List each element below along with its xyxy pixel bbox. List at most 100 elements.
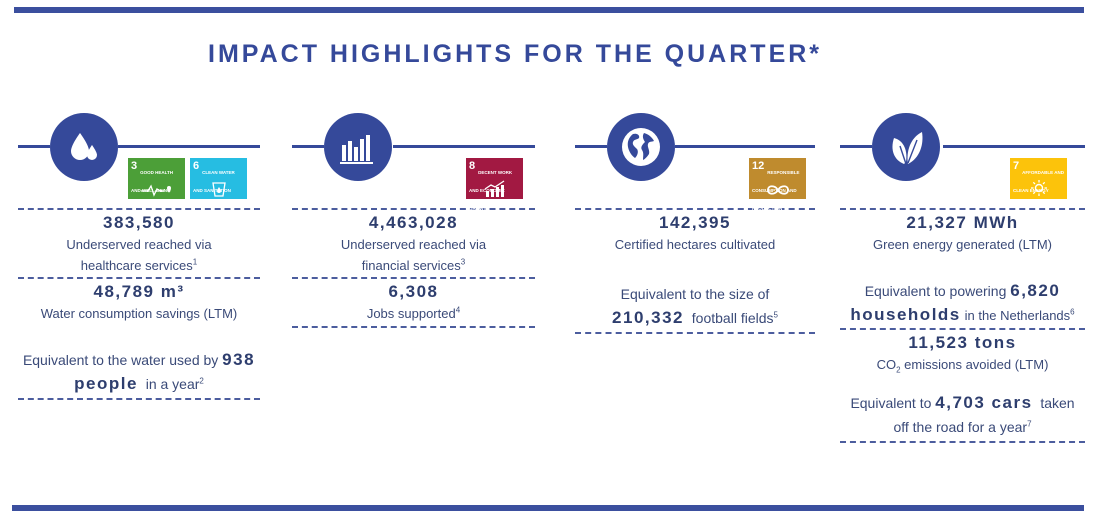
stat-value: 4,463,028 — [368, 213, 459, 232]
equivalence-line: Equivalent to the size of — [620, 286, 770, 302]
sdg-badges: 12 RESPONSIBLE CONSUMPTION AND PRODUCTIO… — [749, 158, 806, 211]
sdg-badges: 3 GOOD HEALTH AND WELL-BEING 6 CLEAN WAT… — [128, 158, 247, 199]
text: in a year — [145, 376, 200, 392]
header-rule — [840, 145, 872, 148]
top-border-bar — [14, 7, 1084, 13]
divider — [575, 332, 815, 334]
divider — [292, 326, 535, 328]
text: healthcare services — [80, 258, 193, 273]
header-rule — [675, 145, 815, 148]
equivalence-line: Equivalent to 4,703 cars taken — [840, 391, 1085, 415]
equivalence-text: Equivalent to the size of 210,332 footba… — [575, 282, 815, 330]
stat-description-line: financial services3 — [292, 255, 535, 276]
equivalence-line: Equivalent to powering 6,820 — [840, 279, 1085, 303]
equivalence-line: people in a year2 — [18, 372, 260, 396]
highlight-value: 938 — [222, 350, 256, 369]
infinity-icon — [749, 183, 806, 197]
sdg-number: 3 — [131, 160, 138, 172]
text: emissions avoided (LTM) — [904, 357, 1049, 372]
divider — [18, 277, 260, 279]
stat-value: 6,308 — [388, 282, 439, 301]
stat-value: 48,789 m³ — [93, 282, 185, 301]
bar-chart-icon — [324, 113, 392, 181]
footnote-marker: 5 — [773, 310, 778, 320]
text: Equivalent to powering — [864, 283, 1007, 299]
footnote-marker: 4 — [455, 305, 461, 315]
sdg-7-badge: 7 AFFORDABLE AND CLEAN ENERGY — [1010, 158, 1067, 199]
equivalence-line: households in the Netherlands6 — [840, 303, 1085, 328]
stat-description-line: Underserved reached via — [66, 237, 212, 252]
sdg-8-badge: 8 DECENT WORK AND ECONOMIC GROWTH — [466, 158, 523, 211]
equivalence-line: 210,332 football fields5 — [575, 306, 815, 330]
column-header: 8 DECENT WORK AND ECONOMIC GROWTH — [292, 108, 535, 211]
footnote-marker: 2 — [199, 376, 204, 386]
stat-value: 383,580 — [103, 213, 175, 232]
sdg-name: GOOD HEALTH AND WELL-BEING — [131, 170, 174, 193]
highlight-value: households — [850, 305, 961, 324]
equivalence-text: Equivalent to powering 6,820 households … — [840, 279, 1085, 328]
water-drop-icon — [50, 113, 118, 181]
sdg-badges: 7 AFFORDABLE AND CLEAN ENERGY — [1010, 158, 1067, 199]
sdg-3-badge: 3 GOOD HEALTH AND WELL-BEING — [128, 158, 185, 199]
stat-description: Water consumption savings (LTM) — [40, 306, 238, 321]
water-glass-icon — [190, 181, 247, 197]
column-health-water: 3 GOOD HEALTH AND WELL-BEING 6 CLEAN WAT… — [18, 108, 260, 400]
header-rule — [292, 145, 324, 148]
column-header: 7 AFFORDABLE AND CLEAN ENERGY — [840, 108, 1085, 208]
sdg-number: 12 — [752, 160, 765, 172]
stat-description: Green energy generated (LTM) — [873, 237, 1052, 252]
footnote-marker: 1 — [192, 257, 198, 267]
divider — [840, 328, 1085, 330]
column-energy: 7 AFFORDABLE AND CLEAN ENERGY 21,327 MWh… — [840, 108, 1085, 443]
heartbeat-icon — [128, 183, 185, 197]
sdg-6-badge: 6 CLEAN WATER AND SANITATION — [190, 158, 247, 199]
header-rule — [118, 145, 260, 148]
stat-value: 11,523 tons — [908, 333, 1017, 352]
divider — [840, 208, 1085, 210]
header-rule — [943, 145, 1085, 148]
text: financial services — [361, 258, 461, 273]
header-rule — [575, 145, 607, 148]
column-header: 12 RESPONSIBLE CONSUMPTION AND PRODUCTIO… — [575, 108, 815, 211]
highlight-value: people — [74, 374, 138, 393]
column-agriculture: 12 RESPONSIBLE CONSUMPTION AND PRODUCTIO… — [575, 108, 815, 334]
sdg-number: 6 — [193, 160, 200, 172]
sdg-number: 7 — [1013, 160, 1020, 172]
equivalence-text: Equivalent to 4,703 cars taken off the r… — [840, 391, 1085, 439]
header-rule — [393, 145, 535, 148]
sdg-badges: 8 DECENT WORK AND ECONOMIC GROWTH — [466, 158, 523, 211]
divider — [18, 208, 260, 210]
text: football fields — [691, 310, 774, 326]
highlight-value: 6,820 — [1010, 281, 1061, 300]
stat-description: Certified hectares cultivated — [614, 237, 776, 252]
highlight-value: 4,703 cars — [935, 393, 1033, 412]
text: taken — [1040, 395, 1075, 411]
divider — [292, 208, 535, 210]
stat-description: CO2 emissions avoided (LTM) — [840, 354, 1085, 375]
stat-value: 21,327 MWh — [906, 213, 1019, 232]
growth-chart-icon — [466, 180, 523, 197]
text: Equivalent to — [850, 395, 932, 411]
sun-icon — [1010, 179, 1067, 197]
column-financial: 8 DECENT WORK AND ECONOMIC GROWTH 4,463,… — [292, 108, 535, 328]
sdg-number: 8 — [469, 160, 476, 172]
text: CO — [876, 357, 897, 372]
divider — [840, 441, 1085, 443]
divider — [575, 208, 815, 210]
stat-description-line: Underserved reached via — [340, 237, 487, 252]
sdg-12-badge: 12 RESPONSIBLE CONSUMPTION AND PRODUCTIO… — [749, 158, 806, 211]
divider — [18, 398, 260, 400]
sdg-name: CLEAN WATER AND SANITATION — [193, 170, 235, 193]
bottom-border-bar — [12, 505, 1084, 511]
leaves-icon — [872, 113, 940, 181]
divider — [292, 277, 535, 279]
text: Equivalent to the water used by — [22, 352, 219, 368]
column-header: 3 GOOD HEALTH AND WELL-BEING 6 CLEAN WAT… — [18, 108, 260, 208]
text: Jobs supported — [366, 306, 456, 321]
stat-description: Jobs supported4 — [292, 303, 535, 324]
equivalence-text: Equivalent to the water used by 938 peop… — [18, 348, 260, 396]
sdg-name: DECENT WORK AND ECONOMIC GROWTH — [469, 170, 513, 211]
text: in the Netherlands — [964, 308, 1071, 323]
stat-value: 142,395 — [659, 213, 731, 232]
equivalence-line: Equivalent to the water used by 938 — [18, 348, 260, 372]
